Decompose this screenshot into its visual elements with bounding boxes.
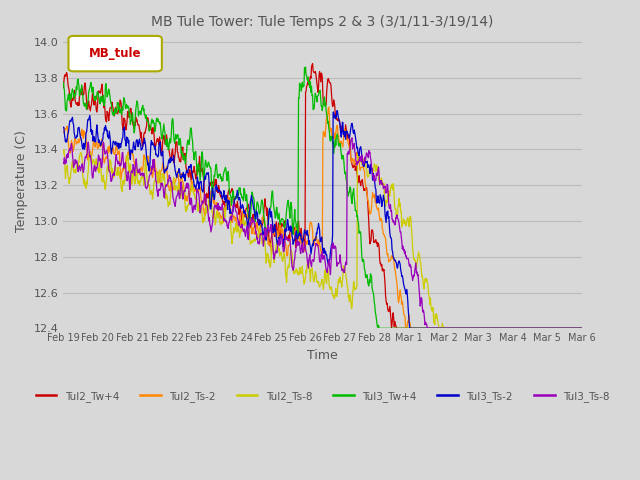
- FancyBboxPatch shape: [68, 36, 162, 72]
- Legend: Tul2_Tw+4, Tul2_Ts-2, Tul2_Ts-8, Tul3_Tw+4, Tul3_Ts-2, Tul3_Ts-8: Tul2_Tw+4, Tul2_Ts-2, Tul2_Ts-8, Tul3_Tw…: [31, 386, 614, 406]
- Text: MB_tule: MB_tule: [89, 47, 141, 60]
- Y-axis label: Temperature (C): Temperature (C): [15, 130, 28, 231]
- Title: MB Tule Tower: Tule Temps 2 & 3 (3/1/11-3/19/14): MB Tule Tower: Tule Temps 2 & 3 (3/1/11-…: [152, 15, 494, 29]
- X-axis label: Time: Time: [307, 349, 338, 362]
